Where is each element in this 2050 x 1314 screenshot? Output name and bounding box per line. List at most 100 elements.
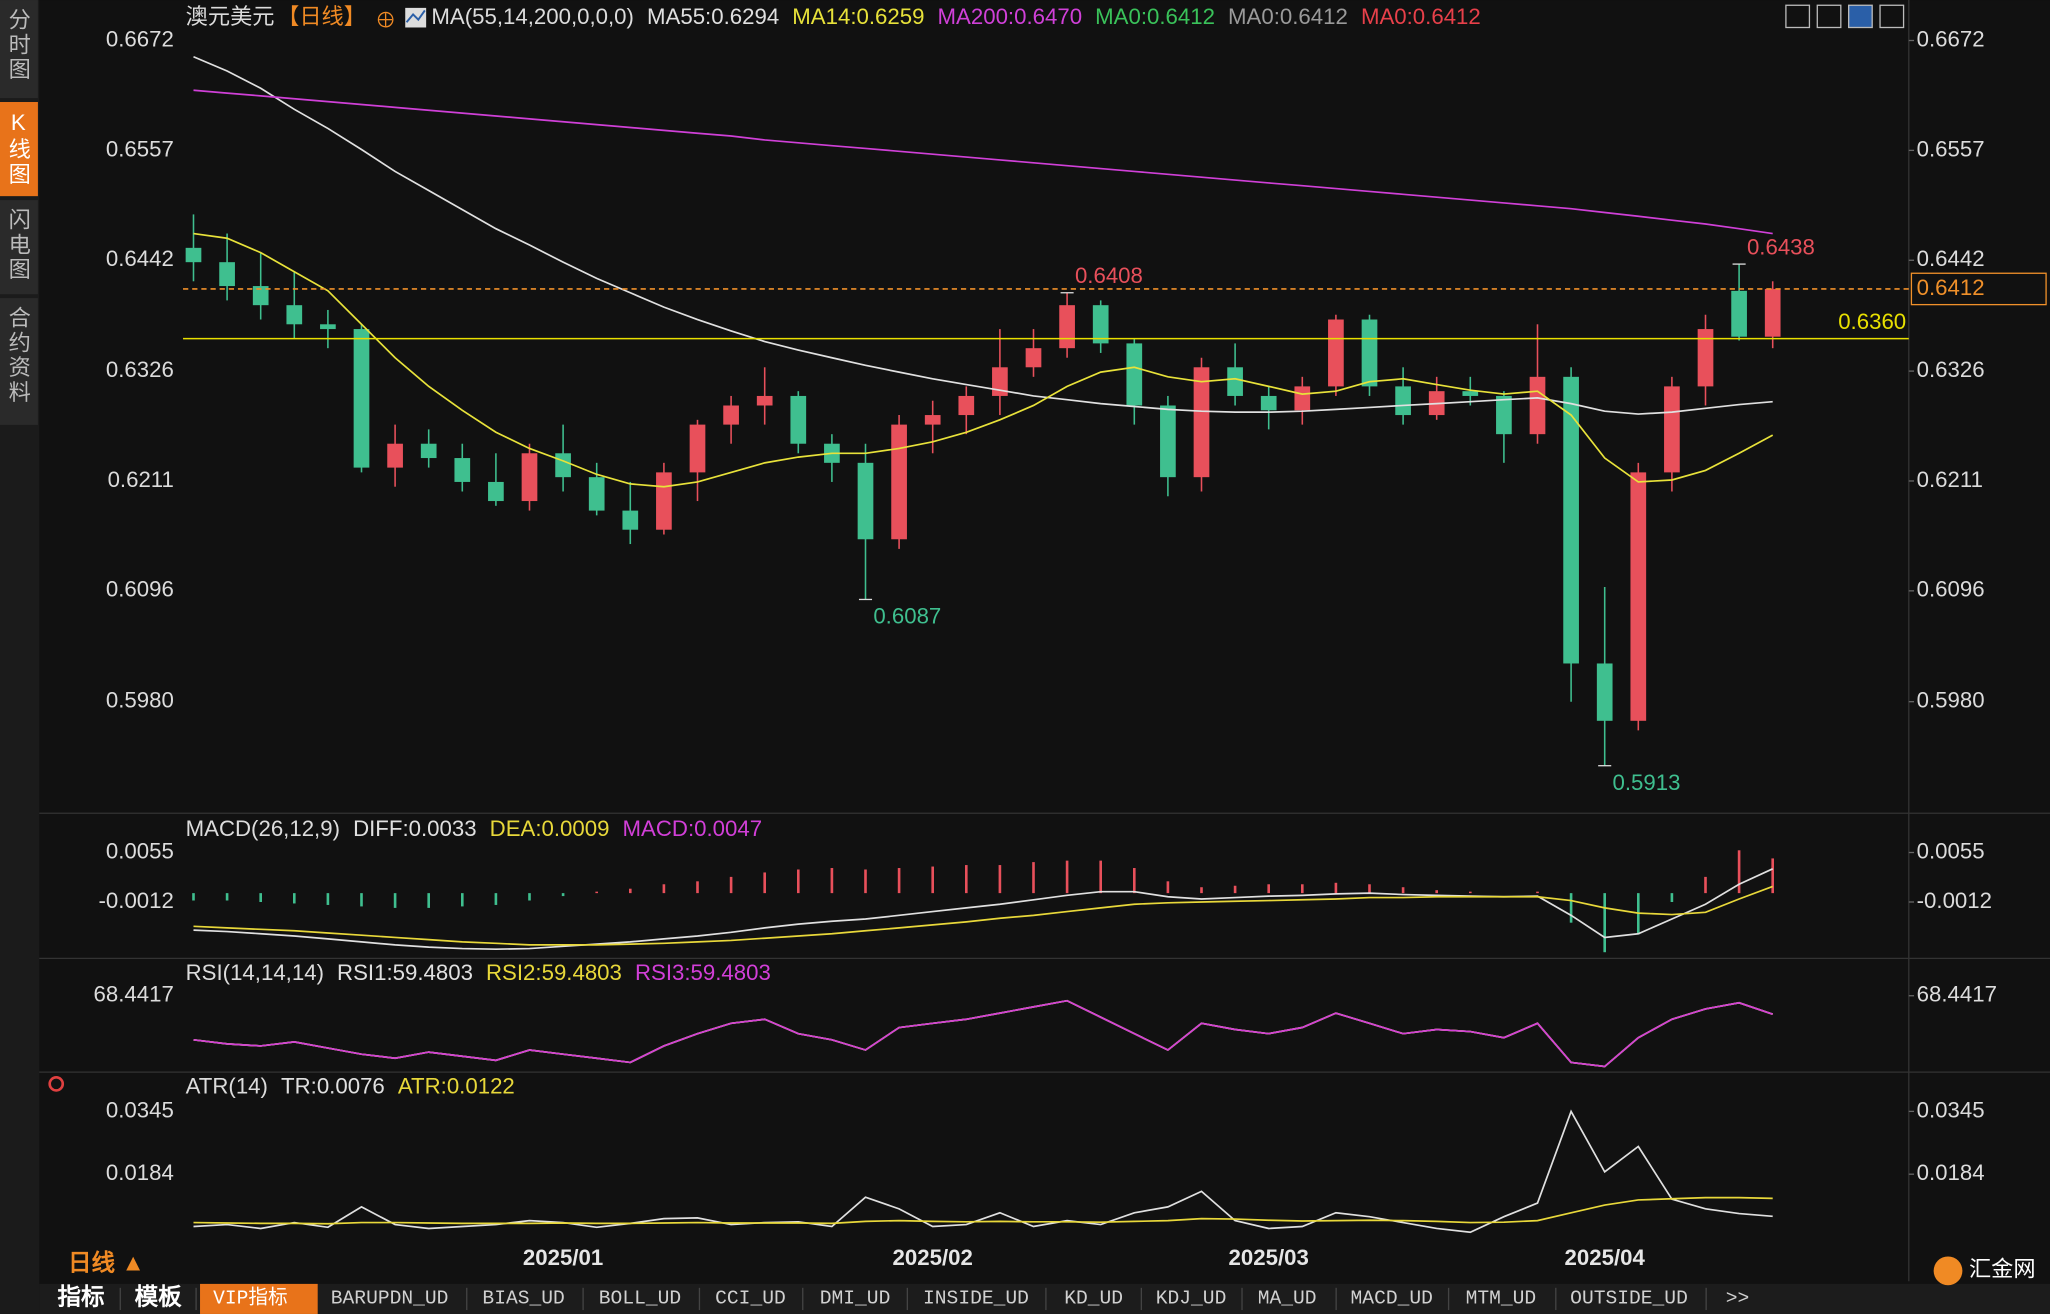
candle-body	[185, 247, 202, 263]
candle-body	[521, 453, 538, 502]
candle-body	[958, 395, 975, 416]
candle-body	[1294, 386, 1311, 411]
candle-body	[1462, 391, 1479, 396]
candle-body	[622, 510, 639, 530]
legend-label: MA0:0.6412	[1361, 4, 1481, 29]
toolbar-icons[interactable]	[1785, 4, 1905, 29]
icon[interactable]	[1848, 4, 1873, 29]
bottom-tab[interactable]: 指标	[58, 1283, 105, 1309]
logo: 汇金网	[1969, 1257, 2036, 1282]
sidebar-tab-label[interactable]: K线图	[6, 110, 31, 187]
candle-body	[790, 395, 807, 444]
legend-label: 澳元美元	[186, 4, 275, 29]
candle-body	[857, 462, 874, 540]
bottom-tab[interactable]: BOLL_UD	[599, 1287, 681, 1309]
candle-body	[1160, 405, 1176, 478]
legend-label: TR:0.0076	[281, 1074, 385, 1099]
y-tick-label: -0.0012	[99, 888, 174, 913]
candle-body	[588, 477, 605, 511]
series-line	[193, 232, 1774, 488]
legend-label: MA0:0.6412	[1095, 4, 1215, 29]
tab-active[interactable]	[200, 1283, 318, 1314]
add-icon	[377, 11, 394, 28]
candle-body	[1764, 288, 1781, 337]
y-tick-label-right: 0.6326	[1917, 357, 1985, 382]
y-tick-label-right: 0.5980	[1917, 688, 1985, 713]
sidebar-tab-active[interactable]	[0, 102, 38, 197]
y-tick-label-right: 0.6096	[1917, 577, 1985, 602]
legend-label: RSI2:59.4803	[486, 960, 622, 985]
candle-body	[656, 472, 672, 530]
legend-label: DEA:0.0009	[490, 816, 610, 841]
bottom-tab[interactable]: VIP指标	[213, 1286, 288, 1309]
sidebar-tab[interactable]	[0, 0, 38, 99]
candle-body	[420, 443, 437, 459]
bottom-tab[interactable]: DMI_UD	[820, 1287, 891, 1309]
sidebar-tab[interactable]	[0, 200, 38, 295]
y-tick-label-right: 68.4417	[1917, 982, 1997, 1007]
y-tick-label-right: -0.0012	[1917, 888, 1992, 913]
series-line	[193, 885, 1773, 946]
y-tick-label-right: 0.0184	[1917, 1160, 1985, 1185]
sidebar-tab[interactable]	[0, 298, 38, 425]
candle-body	[1059, 305, 1075, 349]
period-selector[interactable]: 日线 ▲	[68, 1250, 145, 1276]
y-tick-label: 0.6442	[106, 246, 174, 271]
candle-body	[286, 305, 303, 325]
bottom-tab[interactable]: KDJ_UD	[1156, 1287, 1227, 1309]
high-annotation: 0.6438	[1747, 234, 1815, 259]
y-tick-label-right: 0.6442	[1917, 246, 1985, 271]
candle-body	[1025, 348, 1042, 368]
bottom-tab[interactable]: >>	[1726, 1287, 1750, 1309]
y-tick-label: 0.6326	[106, 357, 174, 382]
bottom-tab[interactable]: 模板	[135, 1283, 183, 1309]
indicator-icon	[405, 9, 426, 23]
legend-label: MA0:0.6412	[1228, 4, 1348, 29]
y-tick-label-right: 0.6672	[1917, 26, 1985, 51]
icon[interactable]	[1879, 4, 1905, 29]
legend-label: 【日线】	[277, 4, 366, 29]
icon[interactable]	[1816, 4, 1842, 29]
candle-body	[1563, 376, 1579, 664]
indicator-icon[interactable]	[48, 1076, 65, 1092]
y-tick-label-right: 0.0055	[1917, 838, 1985, 863]
x-tick-label: 2025/04	[1565, 1245, 1646, 1270]
sidebar-tab-label[interactable]: 合约资料	[6, 306, 31, 406]
bottom-tab[interactable]: KD_UD	[1064, 1287, 1123, 1309]
candle-body	[723, 405, 739, 425]
sidebar-tab-label[interactable]: 闪电图	[6, 207, 31, 282]
x-tick-label: 2025/03	[1229, 1245, 1309, 1270]
candle-body	[1328, 319, 1344, 387]
high-annotation: 0.6408	[1075, 263, 1143, 288]
legend-label: MACD(26,12,9)	[186, 816, 340, 841]
bottom-tab[interactable]: BARUPDN_UD	[331, 1287, 449, 1309]
candle-body	[252, 286, 269, 306]
series-line	[193, 1109, 1773, 1234]
legend-label: ATR(14)	[186, 1074, 268, 1099]
low-annotation: 0.6087	[873, 604, 941, 629]
icon[interactable]	[1785, 4, 1811, 29]
y-tick-label: 0.0055	[106, 838, 174, 863]
bottom-tab[interactable]: CCI_UD	[715, 1287, 786, 1309]
candle-body	[1193, 367, 1210, 478]
bottom-tab[interactable]: MACD_UD	[1351, 1287, 1433, 1309]
legend-label: RSI(14,14,14)	[186, 960, 324, 985]
bottom-tab[interactable]: OUTSIDE_UD	[1570, 1287, 1688, 1309]
bottom-tab[interactable]: MA_UD	[1258, 1287, 1317, 1309]
legend-label: DIFF:0.0033	[353, 816, 477, 841]
legend-label: MA200:0.6470	[938, 4, 1083, 29]
bottom-tab[interactable]: MTM_UD	[1466, 1287, 1537, 1309]
candle-body	[353, 329, 370, 468]
y-tick-label-right: 0.6557	[1917, 136, 1985, 161]
sidebar-tab-label[interactable]: 分时图	[6, 7, 31, 82]
price-label: 0.6412	[1917, 275, 1985, 300]
bottom-tab[interactable]: BIAS_UD	[482, 1287, 564, 1309]
bottom-tab[interactable]: INSIDE_UD	[923, 1287, 1029, 1309]
candle-body	[320, 324, 336, 330]
candle-body	[1126, 343, 1143, 406]
candle-body	[1361, 319, 1378, 387]
y-tick-label: 0.6672	[106, 26, 174, 51]
